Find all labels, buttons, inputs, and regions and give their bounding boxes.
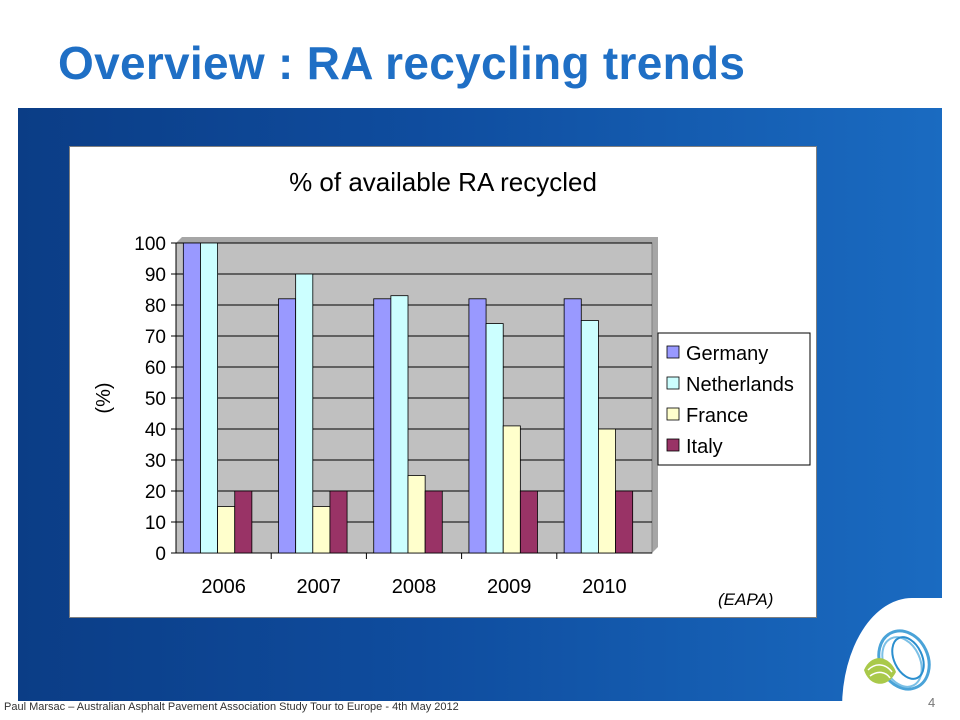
slide-title: Overview : RA recycling trends	[58, 37, 746, 89]
bar	[485, 323, 504, 554]
bar	[424, 490, 443, 554]
legend-box	[657, 332, 811, 466]
legend-label: Germany	[686, 343, 768, 365]
y-tick-label: 0	[155, 544, 166, 565]
y-tick-label: 90	[145, 265, 166, 286]
chart-title: % of available RA recycled	[289, 167, 597, 197]
y-tick-label: 80	[145, 296, 166, 317]
bar	[234, 490, 253, 554]
bar	[200, 242, 219, 554]
y-tick-label: 50	[145, 389, 166, 410]
legend-label: France	[686, 405, 748, 427]
legend-label: Italy	[686, 436, 723, 458]
bar	[217, 506, 236, 554]
x-tick-label: 2010	[582, 576, 627, 598]
legend-label: Netherlands	[686, 374, 794, 396]
bar	[278, 298, 297, 554]
x-tick-label: 2007	[297, 576, 342, 598]
legend-swatch	[666, 438, 680, 452]
bar	[615, 490, 634, 554]
y-tick-label: 30	[145, 451, 166, 472]
y-tick-label: 70	[145, 327, 166, 348]
bar	[182, 242, 201, 554]
legend-swatch	[666, 407, 680, 421]
page-number: 4	[928, 695, 936, 710]
legend-swatch	[666, 345, 680, 359]
source-annotation: (EAPA)	[718, 590, 774, 609]
x-tick-label: 2006	[201, 576, 246, 598]
bar	[312, 506, 331, 554]
bar	[468, 298, 487, 554]
x-tick-label: 2009	[487, 576, 532, 598]
bar	[519, 490, 538, 554]
y-tick-label: 100	[134, 234, 166, 255]
y-axis-label: (%)	[93, 382, 115, 413]
bar	[329, 490, 348, 554]
y-tick-label: 20	[145, 482, 166, 503]
bar	[373, 298, 392, 554]
bar-chart: 0 10 20 30 40 50 60 70 80 90 100 2006 2007 2008 2009 20…	[93, 234, 811, 598]
bar	[407, 475, 426, 554]
y-tick-label: 60	[145, 358, 166, 379]
legend-swatch	[666, 376, 680, 390]
footer-text: Paul Marsac – Australian Asphalt Pavemen…	[4, 701, 459, 713]
y-tick-label: 40	[145, 420, 166, 441]
bar	[502, 425, 521, 554]
bar	[295, 273, 314, 554]
bar	[580, 320, 599, 554]
organization-logo-icon	[864, 629, 931, 691]
bar	[563, 298, 582, 554]
chart-container: % of available RA recycled 0 10 20 30 40 50 60…	[69, 146, 817, 618]
bar	[598, 428, 616, 554]
x-tick-label: 2008	[392, 576, 437, 598]
bar	[390, 295, 409, 554]
y-tick-label: 10	[145, 513, 166, 534]
